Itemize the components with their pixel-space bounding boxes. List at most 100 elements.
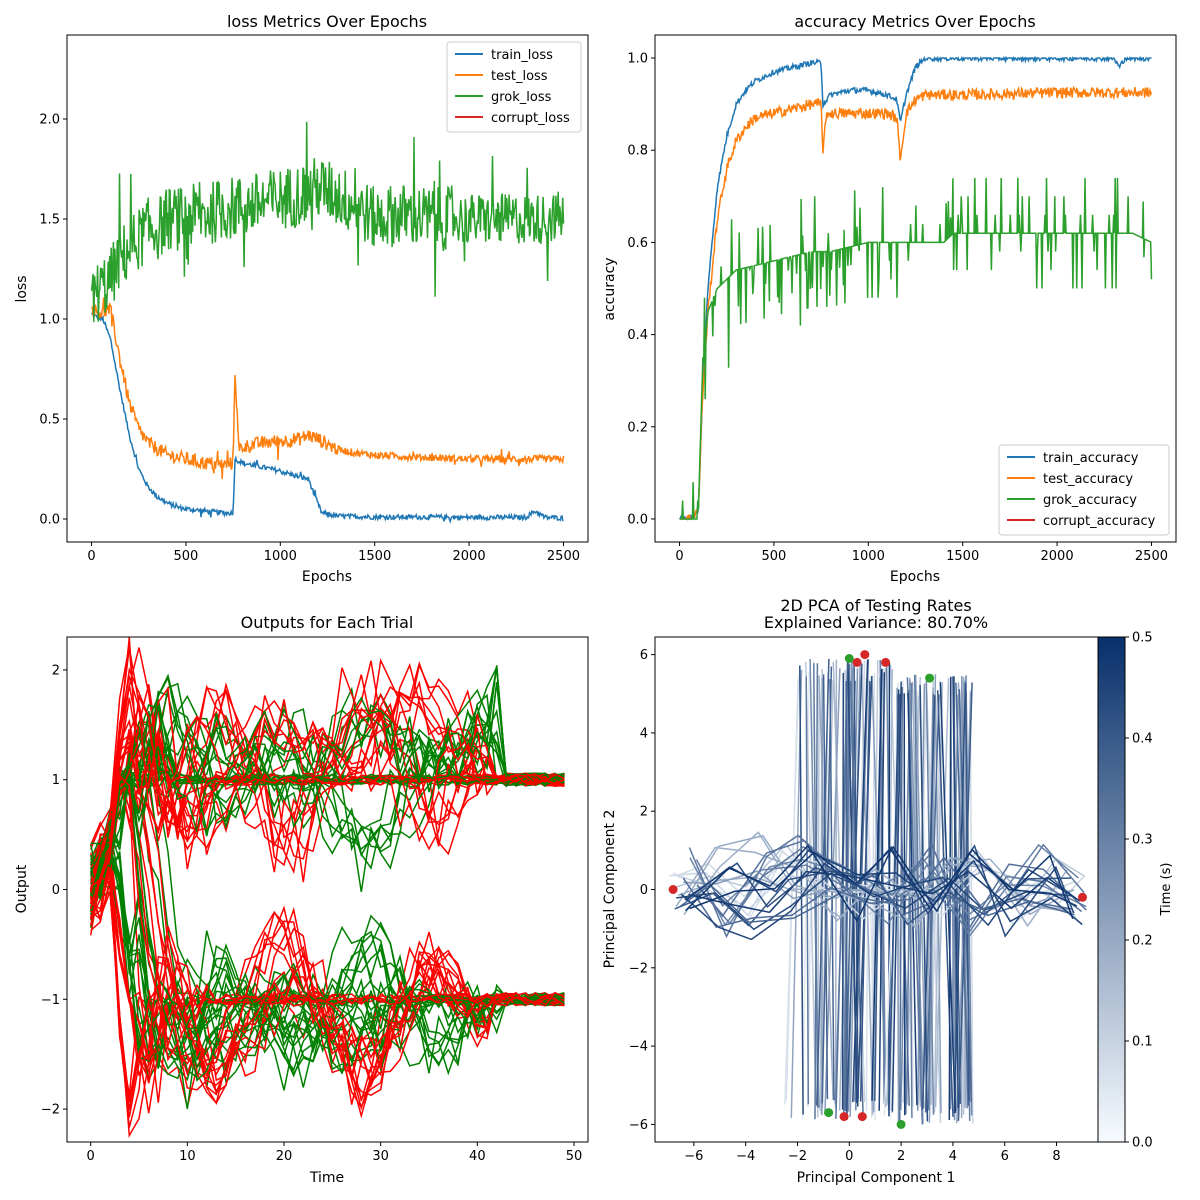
loss-chart-xlabel: Epochs (302, 569, 352, 585)
pca-sweep-line (887, 694, 901, 1111)
pca-sweep-line (871, 668, 883, 1101)
accuracy-xtick-label: 1500 (946, 549, 979, 564)
outputs-chart-title: Outputs for Each Trial (241, 613, 414, 632)
trial-line (90, 665, 565, 873)
accuracy-xtick-label: 1000 (852, 549, 885, 564)
pca-trajectory (696, 846, 1083, 933)
loss-legend: train_loss test_loss grok_loss corrupt_loss (446, 41, 582, 133)
pca-chart-title: 2D PCA of Testing Rates (780, 596, 971, 615)
pca-xtick-label: 0 (845, 1149, 853, 1164)
pca-sweep-line (952, 676, 959, 1109)
colorbar-label: Time (s) (1159, 863, 1174, 917)
outputs-xtick-label: 40 (469, 1149, 486, 1164)
pca-sweep-line (903, 693, 906, 1116)
trial-line (90, 675, 565, 885)
outputs-ytick-label: −1 (41, 993, 60, 1008)
pca-endpoint-marker (857, 1112, 867, 1122)
trial-line (89, 876, 565, 1105)
accuracy-xtick-label: 0 (675, 549, 683, 564)
pca-chart-subtitle: Explained Variance: 80.70% (764, 613, 988, 632)
loss-xtick-label: 2000 (453, 549, 486, 564)
outputs-xtick-label: 10 (179, 1149, 196, 1164)
colorbar-tick-label: 0.4 (1132, 732, 1153, 747)
colorbar-tick-label: 0.0 (1132, 1136, 1153, 1151)
legend-label-train_accuracy: train_accuracy (1043, 451, 1139, 466)
legend-label-corrupt_accuracy: corrupt_accuracy (1043, 514, 1156, 529)
trial-line (90, 667, 565, 905)
pca-ytick-label: 4 (640, 726, 648, 741)
pca-axes: −6 −4 −2 0 2 4 6 8 −6 −4 −2 0 2 4 6 (629, 636, 1099, 1164)
pca-trajectory (685, 849, 1083, 926)
loss-ytick-label: 0.5 (39, 413, 60, 428)
pca-ytick-label: −6 (629, 1118, 648, 1133)
pca-ytick-label: −4 (629, 1040, 648, 1055)
pca-xtick-label: −4 (736, 1149, 755, 1164)
pca-xtick-label: 6 (1001, 1149, 1009, 1164)
pca-xtick-label: −2 (788, 1149, 807, 1164)
outputs-xtick-label: 20 (276, 1149, 293, 1164)
loss-chart-ylabel: loss (14, 275, 30, 302)
accuracy-xtick-label: 2000 (1041, 549, 1074, 564)
accuracy-lines (679, 55, 1153, 521)
pca-trajectory (689, 845, 1074, 920)
series-test_accuracy (679, 85, 1153, 521)
trial-lines (89, 637, 565, 1138)
pca-endpoint-marker (925, 673, 935, 683)
loss-xtick-label: 2500 (547, 549, 580, 564)
series-test_loss (91, 297, 565, 479)
pca-trajectory (673, 843, 1085, 908)
pca-endpoint-marker (896, 1119, 906, 1129)
accuracy-ytick-label: 0.2 (627, 420, 648, 435)
pca-endpoint-marker (881, 657, 891, 667)
loss-xtick-label: 500 (174, 549, 199, 564)
pca-trajectory (695, 843, 1079, 938)
pca-sweep-line (822, 674, 829, 1100)
pca-sweep-line (939, 682, 957, 1114)
trial-line (90, 891, 565, 1111)
loss-ytick-label: 1.0 (39, 313, 60, 328)
pca-endpoint-marker (860, 650, 870, 660)
loss-ytick-label: 2.0 (39, 113, 60, 128)
accuracy-ytick-label: 0.0 (627, 512, 648, 527)
trial-line (89, 667, 565, 910)
pca-endpoint-marker (839, 1112, 849, 1122)
outputs-ytick-label: 1 (52, 773, 60, 788)
loss-ytick-label: 1.5 (39, 213, 60, 228)
outputs-axes: 0 10 20 30 40 50 −2 −1 0 1 2 (41, 636, 589, 1164)
pca-sweep-line (953, 683, 967, 1114)
accuracy-legend: train_accuracy test_accuracy grok_accuracy… (998, 444, 1170, 536)
legend-label-grok_accuracy: grok_accuracy (1043, 493, 1137, 508)
loss-xtick-label: 0 (87, 549, 95, 564)
accuracy-chart-title: accuracy Metrics Over Epochs (794, 12, 1035, 31)
pca-sweep-line (845, 680, 848, 1120)
pca-endpoint-marker (1078, 892, 1087, 902)
pca-endpoint-marker (852, 657, 862, 667)
pca-sweep-line (907, 692, 918, 1106)
pca-ytick-label: 0 (640, 883, 648, 898)
loss-chart-title: loss Metrics Over Epochs (227, 12, 427, 31)
outputs-xtick-label: 0 (87, 1149, 95, 1164)
pca-trajectory (684, 844, 1075, 938)
trial-line (90, 662, 565, 888)
pca-sweep-line (834, 659, 838, 1108)
plots-layer: 0 500 1000 1500 2000 25000.00.51.01.52.0train… (39, 34, 1177, 1164)
series-train_accuracy (679, 55, 1152, 521)
colorbar-tick-label: 0.2 (1132, 934, 1153, 949)
accuracy-xtick-label: 500 (762, 549, 787, 564)
accuracy-chart-xlabel: Epochs (890, 569, 940, 585)
series-train_loss (90, 312, 564, 524)
pca-sweep-line (853, 659, 859, 1100)
pca-endpoint-marker (668, 885, 678, 894)
pca-endpoint-marker (824, 1108, 834, 1118)
loss-xtick-label: 1500 (358, 549, 391, 564)
legend-label-corrupt_loss: corrupt_loss (491, 111, 570, 126)
legend-label-grok_loss: grok_loss (491, 90, 552, 105)
pca-sweep-line (955, 682, 970, 1106)
accuracy-frame (654, 34, 1177, 543)
pca-ytick-label: −2 (629, 961, 648, 976)
outputs-chart-xlabel: Time (309, 1170, 344, 1186)
accuracy-ytick-label: 1.0 (627, 52, 648, 67)
legend-label-train_loss: train_loss (491, 48, 553, 63)
pca-xtick-label: 2 (897, 1149, 905, 1164)
loss-lines (90, 121, 565, 524)
